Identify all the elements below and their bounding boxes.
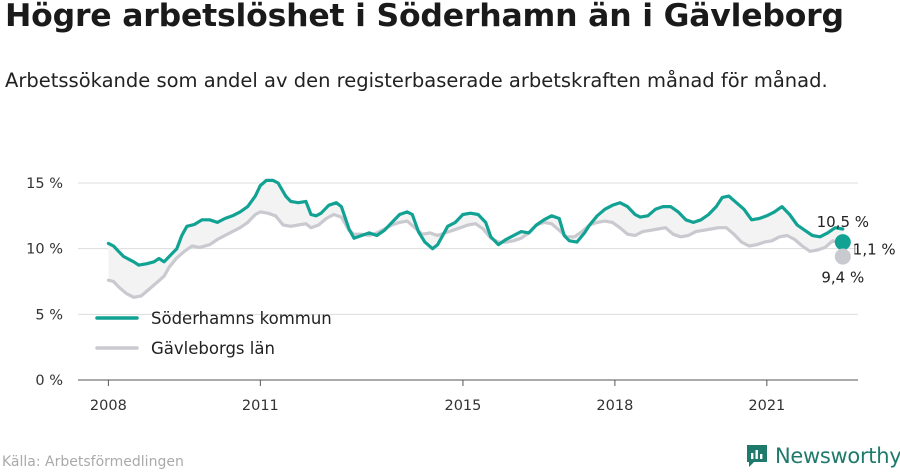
end-label-gavleborg: 9,4 % — [821, 269, 864, 287]
source-text: Källa: Arbetsförmedlingen — [2, 454, 184, 470]
series-line-gavleborg — [106, 210, 845, 299]
chart-title: Högre arbetslöshet i Söderhamn än i Gävl… — [5, 0, 844, 34]
series-lines — [106, 178, 845, 299]
x-tick-label: 2015 — [444, 398, 481, 414]
x-tick-label: 2008 — [90, 398, 127, 414]
brand-logo[interactable]: Newsworthy — [745, 441, 900, 471]
legend-label: Gävleborgs län — [151, 339, 275, 358]
series-line-soderhamn — [106, 178, 845, 267]
end-markers: 10,5 % 9,4 % 1,1 % — [817, 213, 896, 286]
end-label-soderhamn: 10,5 % — [817, 213, 869, 231]
x-tick-label: 2021 — [748, 398, 785, 414]
x-tick-label: 2018 — [596, 398, 633, 414]
chart-subtitle: Arbetssökande som andel av den registerb… — [5, 69, 828, 92]
legend-label: Söderhamns kommun — [151, 309, 332, 328]
x-tick-label: 2011 — [242, 398, 279, 414]
y-tick-label: 5 % — [35, 307, 63, 323]
grid — [78, 182, 858, 381]
end-marker-soderhamn — [834, 234, 851, 251]
x-axis: 2008 2011 2015 2018 2021 — [90, 380, 785, 414]
difference-label: 1,1 % — [853, 240, 896, 258]
newsworthy-logo-icon — [747, 445, 767, 467]
y-tick-label: 10 % — [26, 242, 63, 258]
brand-name: Newsworthy — [775, 444, 900, 468]
y-tick-label: 15 % — [26, 176, 63, 192]
legend: Söderhamns kommun Gävleborgs län — [95, 309, 332, 358]
end-marker-gavleborg — [834, 248, 851, 265]
y-axis-ticks: 0 % 5 % 10 % 15 % — [26, 176, 63, 389]
y-tick-label: 0 % — [35, 373, 63, 389]
